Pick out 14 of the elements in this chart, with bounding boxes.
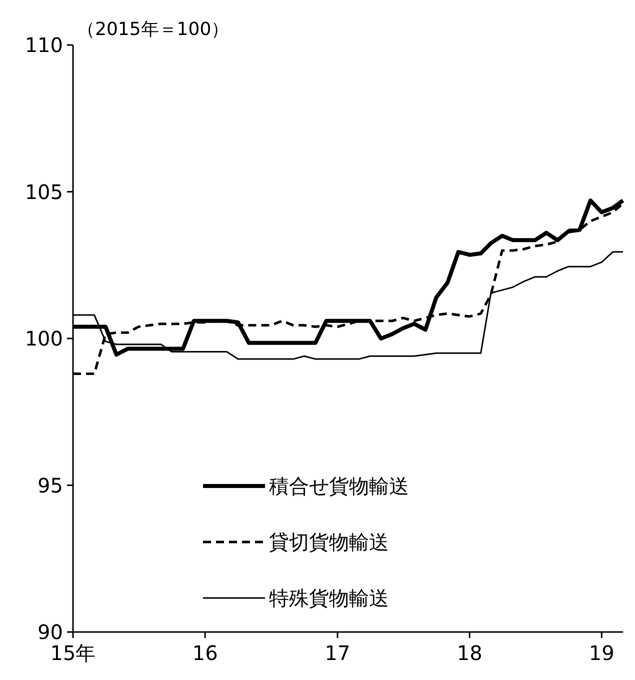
legend-label: 特殊貨物輸送: [269, 586, 389, 610]
y-tick-label: 95: [38, 473, 63, 498]
y-tick-label: 105: [24, 180, 63, 204]
x-tick-label: 19: [588, 641, 614, 665]
x-tick-label: 17: [324, 641, 350, 665]
y-tick-label: 110: [24, 33, 63, 57]
legend-label: 貸切貨物輸送: [269, 530, 389, 554]
x-tick-label: 16: [192, 641, 218, 665]
y-tick-label: 100: [24, 326, 63, 350]
legend-label: 積合せ貨物輸送: [269, 474, 409, 498]
x-tick-label: 18: [456, 641, 482, 665]
y-tick-label: 90: [38, 620, 63, 644]
x-tick-label: 15年: [50, 641, 96, 665]
text: （2015年＝100）: [77, 19, 230, 40]
